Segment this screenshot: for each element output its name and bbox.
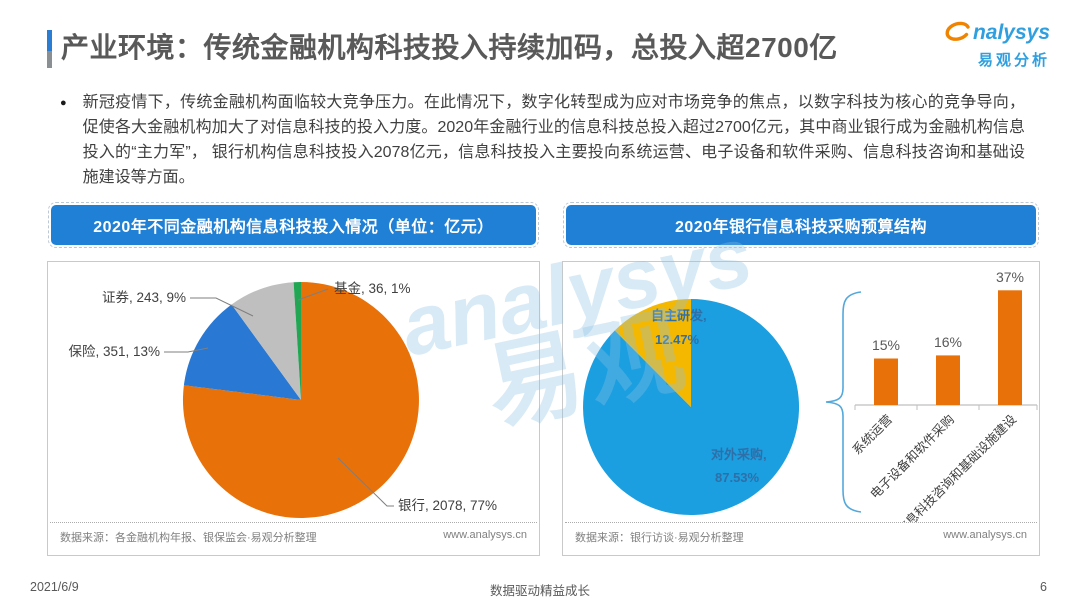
footer-date: 2021/6/9 xyxy=(30,580,79,594)
right-source-text: 数据来源：银行访谈·易观分析整理 xyxy=(575,532,744,544)
pie-label-outsourced-value: 87.53% xyxy=(715,470,760,485)
right-chart-panel: 自主研发, 12.47% 对外采购, 87.53% 15% xyxy=(562,261,1040,556)
pie-label-self-dev-name: 自主研发, xyxy=(651,308,707,323)
leader-line xyxy=(337,457,394,507)
analysys-swirl-icon xyxy=(942,20,972,49)
pie-label-outsourced-name: 对外采购, xyxy=(711,447,767,462)
title-accent-bar xyxy=(47,30,52,68)
leader-line xyxy=(190,297,254,317)
page-title: 产业环境：传统金融机构科技投入持续加码，总投入超2700亿 xyxy=(61,32,838,63)
pie-slice-banks xyxy=(182,282,419,518)
bar-value-2: 16% xyxy=(934,334,962,350)
pie-slice-outsourced xyxy=(583,299,800,515)
left-chart-section: 2020年不同金融机构信息科技投入情况（单位：亿元） 证券, 243, 9% 保… xyxy=(47,202,540,556)
bar-system-ops xyxy=(874,358,898,405)
leader-line xyxy=(164,347,209,353)
footer-slogan: 数据驱动精益成长 xyxy=(489,584,590,598)
bar-category-1: 系统运营 xyxy=(850,412,895,457)
pie-label-banks: 银行, 2078, 77% xyxy=(398,498,497,513)
logo-wordmark: nalysys xyxy=(972,20,1050,44)
slide-header: 产业环境：传统金融机构科技投入持续加码，总投入超2700亿 nalysys 易观… xyxy=(47,21,1050,76)
charts-row: 2020年不同金融机构信息科技投入情况（单位：亿元） 证券, 243, 9% 保… xyxy=(47,202,1040,556)
left-source-row: 数据来源：各金融机构年报、银保监会·易观分析整理 www.analysys.cn xyxy=(50,522,537,545)
institutions-pie-chart: 证券, 243, 9% 保险, 351, 13% 基金, 36, 1% 银行, … xyxy=(68,280,497,518)
pie-slice-securities xyxy=(231,282,301,400)
procurement-pie-bar-chart: 自主研发, 12.47% 对外采购, 87.53% 15% xyxy=(583,269,1038,522)
logo-chinese-name: 易观分析 xyxy=(977,52,1050,69)
bar-equipment-software xyxy=(936,355,960,405)
pie-label-insurance: 保险, 351, 13% xyxy=(68,344,160,359)
left-site-text: www.analysys.cn xyxy=(443,529,527,541)
pie-slice-self-dev xyxy=(614,299,691,407)
slide-footer: 2021/6/9 数据驱动精益成长 6 xyxy=(30,580,1050,598)
right-source-row: 数据来源：银行访谈·易观分析整理 www.analysys.cn xyxy=(565,522,1037,545)
right-chart-title: 2020年银行信息科技采购预算结构 xyxy=(563,202,1039,248)
intro-paragraph: ● 新冠疫情下，传统金融机构面临较大竞争压力。在此情况下，数字化转型成为应对市场… xyxy=(60,90,1025,190)
left-chart-title: 2020年不同金融机构信息科技投入情况（单位：亿元） xyxy=(48,202,539,248)
pie-label-funds: 基金, 36, 1% xyxy=(334,280,411,296)
right-site-text: www.analysys.cn xyxy=(943,529,1027,541)
left-chart-panel: 证券, 243, 9% 保险, 351, 13% 基金, 36, 1% 银行, … xyxy=(47,261,540,556)
bullet-icon: ● xyxy=(60,97,67,109)
right-chart-section: 2020年银行信息科技采购预算结构 自主研发, 12.47% 对外采购, 87.… xyxy=(562,202,1040,556)
left-source-text: 数据来源：各金融机构年报、银保监会·易观分析整理 xyxy=(60,532,317,544)
pie-slice-insurance xyxy=(183,304,301,400)
pie-label-securities: 证券, 243, 9% xyxy=(102,290,186,305)
pie-slice-funds xyxy=(293,281,301,400)
intro-text: 新冠疫情下，传统金融机构面临较大竞争压力。在此情况下，数字化转型成为应对市场竞争… xyxy=(82,94,1025,186)
bar-consulting-infra xyxy=(998,290,1022,405)
bar-value-1: 15% xyxy=(872,337,900,353)
footer-page-number: 6 xyxy=(1040,580,1047,594)
leader-line xyxy=(297,288,329,301)
pie-label-self-dev-value: 12.47% xyxy=(655,332,700,347)
brace-connector xyxy=(825,291,862,513)
analysys-logo: nalysys 易观分析 xyxy=(932,16,1050,70)
bar-value-3: 37% xyxy=(996,269,1024,285)
